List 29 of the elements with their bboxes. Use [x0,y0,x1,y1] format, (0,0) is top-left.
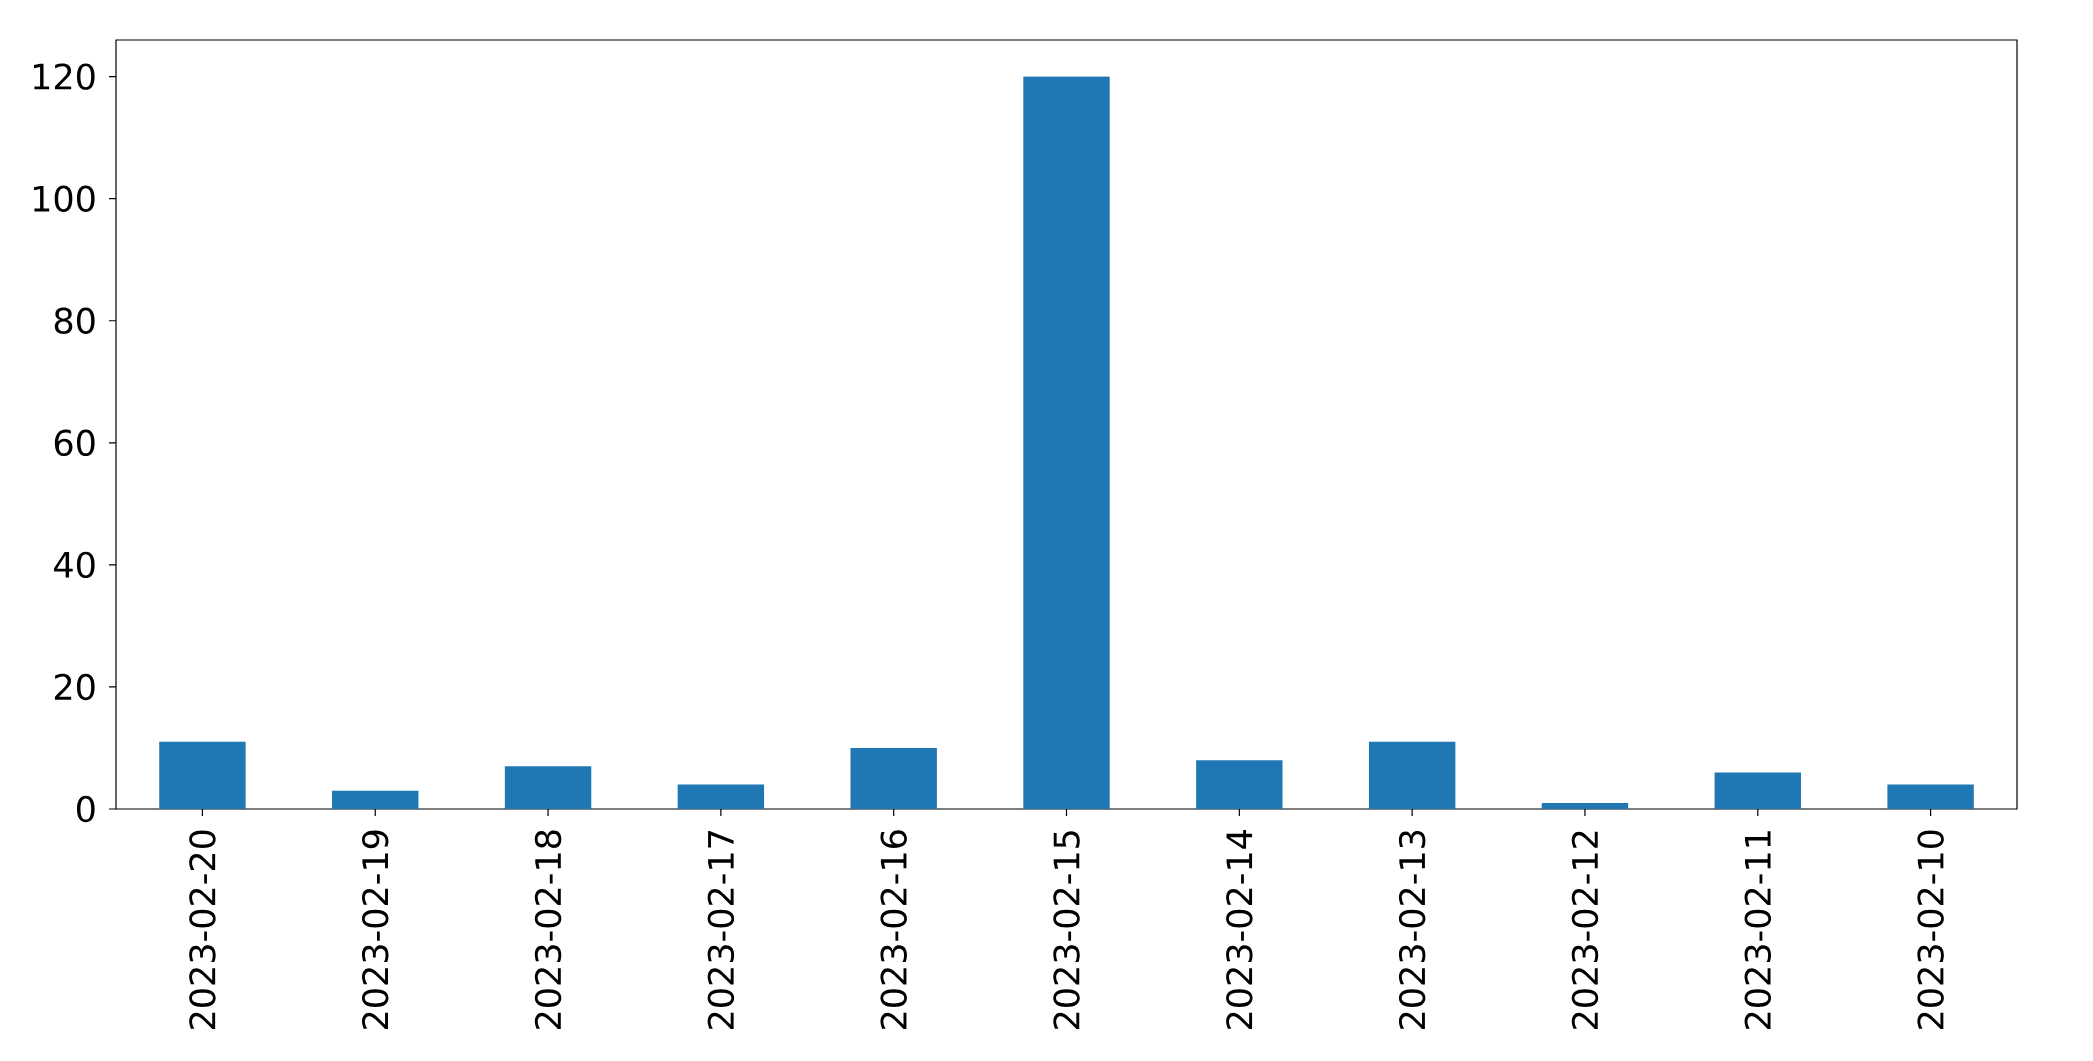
bar [1368,741,1456,809]
bar [504,766,592,809]
bar [332,790,419,809]
bar [1887,784,1974,809]
bar [1714,772,1801,809]
x-tick-label: 2023-02-17 [707,831,735,1029]
x-tick-label: 2023-02-10 [1917,830,1944,1029]
x-tick-label: 2023-02-13 [1398,830,1426,1029]
y-tick-label: 100 [33,185,95,212]
x-tick-label: 2023-02-14 [1226,830,1253,1029]
y-tick-label: 40 [54,551,95,579]
x-tick-label: 2023-02-20 [189,830,216,1029]
x-tick-label: 2023-02-19 [362,830,389,1029]
bar [850,747,937,809]
bar [1196,760,1283,809]
x-tick-label: 2023-02-11 [1744,831,1772,1029]
y-tick-label: 60 [54,429,95,457]
bar [1023,76,1110,809]
x-tick-label: 2023-02-16 [880,830,907,1029]
bar [1541,802,1629,809]
bar [677,784,765,809]
x-tick-label: 2023-02-12 [1571,831,1599,1029]
y-tick-label: 120 [33,63,95,90]
x-tick-label: 2023-02-15 [1053,831,1080,1029]
y-tick-label: 20 [54,673,95,701]
y-tick-label: 0 [76,795,95,823]
y-tick-label: 80 [54,307,95,334]
bar [159,741,246,809]
x-tick-label: 2023-02-18 [534,830,562,1029]
